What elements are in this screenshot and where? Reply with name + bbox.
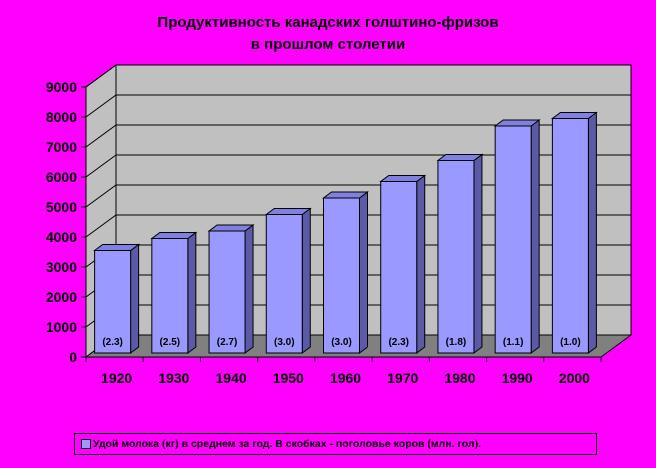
y-tick-label: 1000 (46, 319, 77, 335)
x-tick-label: 1920 (101, 370, 132, 386)
bar-top (493, 119, 541, 127)
y-tick-label: 8000 (46, 109, 77, 125)
bar-top (264, 208, 312, 215)
bar-top (93, 244, 141, 251)
x-tick-label: 1940 (215, 370, 246, 386)
bar-side (587, 111, 597, 354)
bar (437, 160, 475, 354)
chart-title-line-2: в прошлом столетии (250, 36, 406, 53)
bar-top (379, 175, 427, 182)
gridline (85, 124, 631, 148)
bar-top (436, 154, 484, 161)
x-tick-label: 1950 (273, 370, 304, 386)
bar-data-label: (3.0) (331, 337, 352, 348)
bar-data-label: (2.3) (102, 337, 123, 348)
bar (94, 250, 132, 354)
bar-data-label: (3.0) (274, 337, 295, 348)
bar-side (473, 153, 483, 354)
legend-label: Удой молока (кг) в среднем за год. В ско… (93, 438, 481, 450)
bar-side (359, 191, 368, 354)
bar-top (550, 112, 598, 119)
gridline (85, 94, 631, 118)
legend-swatch (81, 439, 91, 449)
bar (208, 230, 246, 354)
y-tick-label: 6000 (46, 169, 77, 185)
x-tick-label: 1970 (387, 370, 418, 386)
y-tick-label: 7000 (46, 139, 77, 155)
y-tick-label: 9000 (46, 79, 77, 95)
y-tick-label: 3000 (46, 259, 77, 275)
bar (151, 238, 189, 354)
bar-data-label: (2.7) (217, 337, 238, 348)
bar-data-label: (2.5) (160, 337, 181, 348)
bar-top (150, 232, 198, 239)
bar-data-label: (1.8) (446, 337, 467, 348)
legend: Удой молока (кг) в среднем за год. В ско… (74, 433, 597, 455)
chart-axes: 1920 1930 1940 1950 1960 1970 1980 1990 2000 0 100… (46, 79, 602, 386)
gridline (85, 64, 631, 88)
bar-top (322, 191, 369, 199)
x-tick-label: 1980 (444, 370, 475, 386)
bar-side (244, 224, 254, 354)
bar-side (187, 231, 197, 354)
bar-data-label: (2.3) (388, 337, 409, 348)
x-tick-label: 1990 (502, 370, 533, 386)
x-tick-label: 1930 (158, 370, 189, 386)
x-tick-label: 1960 (330, 370, 361, 386)
bar-side (416, 174, 426, 354)
bar-data-label: (1.0) (560, 337, 581, 348)
y-tick-label: 5000 (46, 199, 77, 215)
bar (551, 118, 589, 354)
bar (323, 197, 360, 354)
bar-side (130, 243, 140, 354)
x-tick-label: 2000 (559, 370, 590, 386)
bar (265, 214, 303, 354)
chart-bars: (2.3) (2.5) (2.7) (3.0) (3.0) (2.3) (1.8) (1.1)… (93, 111, 598, 354)
bar-top (207, 224, 255, 232)
y-tick-label: 0 (69, 349, 77, 365)
chart-title-line-1: Продуктивность канадских голштино-фризов (157, 14, 499, 31)
bar-side (530, 119, 540, 354)
y-tick-label: 2000 (46, 289, 77, 305)
y-tick-label: 4000 (46, 229, 77, 245)
bar (380, 181, 418, 354)
bar-side (301, 207, 311, 354)
bar-data-label: (1.1) (503, 337, 524, 348)
bar (494, 125, 532, 354)
